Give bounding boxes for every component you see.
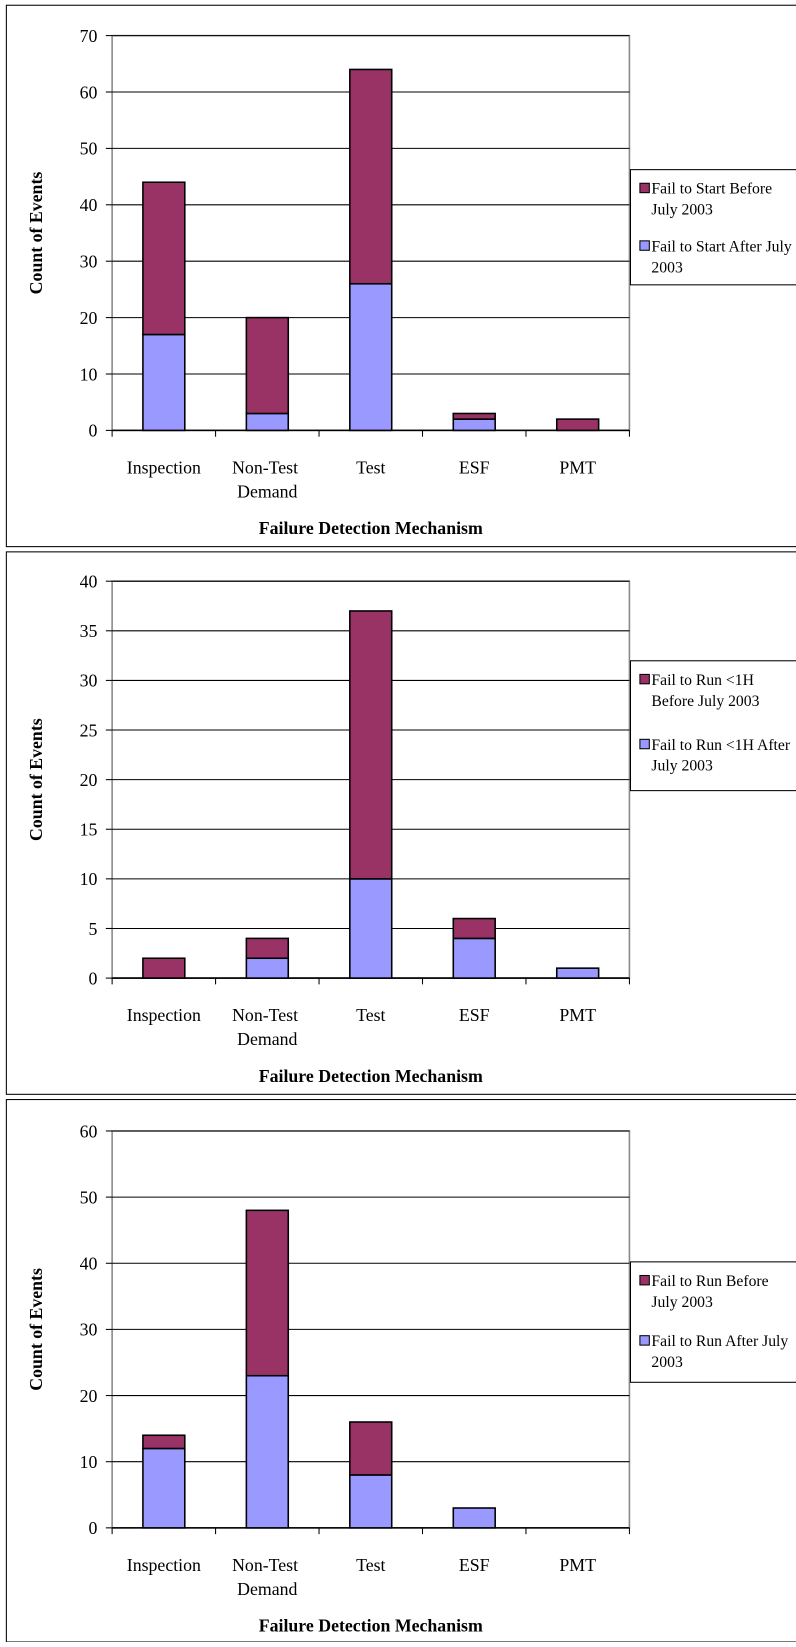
y-tick-label: 40 — [80, 195, 98, 215]
x-tick-label: Inspection — [127, 1005, 201, 1025]
bar-segment — [349, 1421, 393, 1476]
bar-segment — [349, 282, 393, 432]
y-tick-label: 30 — [80, 251, 98, 271]
x-tick-label: Non-Test Demand — [232, 457, 302, 501]
legend-label: Fail to Run <1H After July 2003 — [651, 737, 794, 775]
bar-segment — [142, 957, 186, 979]
x-tick-label: Inspection — [127, 1555, 201, 1575]
bar-segment — [452, 418, 496, 432]
x-tick-label: ESF — [459, 457, 490, 477]
x-axis-label: Failure Detection Mechanism — [259, 1066, 483, 1086]
legend-swatch — [639, 182, 650, 194]
y-tick-label: 60 — [80, 82, 98, 102]
y-tick-label: 20 — [80, 1386, 98, 1406]
x-tick-label: Test — [356, 1005, 385, 1025]
x-tick-label: PMT — [559, 1555, 596, 1575]
x-tick-label: Inspection — [127, 457, 201, 477]
y-tick-label: 30 — [80, 671, 98, 691]
y-tick-label: 25 — [80, 720, 98, 740]
y-tick-label: 0 — [89, 421, 98, 441]
y-tick-label: 40 — [80, 1254, 98, 1274]
bar-segment — [555, 418, 600, 432]
legend-box — [629, 169, 796, 286]
bar-segment — [245, 1374, 290, 1529]
y-tick-label: 0 — [89, 1518, 98, 1538]
bar-segment — [142, 333, 186, 432]
bar-segment — [245, 316, 290, 415]
legend-swatch — [639, 1335, 650, 1346]
x-tick-label: ESF — [459, 1005, 490, 1025]
x-tick-label: ESF — [459, 1555, 490, 1575]
y-tick-label: 20 — [80, 308, 98, 328]
y-tick-label: 60 — [80, 1121, 98, 1141]
x-tick-label: Non-Test Demand — [232, 1005, 302, 1049]
bar-segment — [142, 1447, 186, 1529]
bar-segment — [142, 181, 186, 336]
bar-segment — [245, 957, 290, 979]
legend-label: Fail to Run After July 2003 — [651, 1333, 792, 1371]
y-tick-label: 10 — [80, 869, 98, 889]
bar-segment — [452, 1507, 496, 1529]
y-axis-label: Count of Events — [26, 1268, 46, 1391]
x-tick-label: Test — [356, 457, 385, 477]
legend-swatch — [639, 673, 650, 685]
bar-segment — [245, 937, 290, 960]
y-tick-label: 35 — [80, 621, 98, 641]
legend-box — [629, 660, 796, 792]
bar-segment — [142, 1434, 186, 1450]
x-tick-label: PMT — [559, 1005, 596, 1025]
legend-label: Fail to Run <1H Before July 2003 — [651, 672, 759, 710]
bar-segment — [349, 878, 393, 979]
legend-swatch — [639, 240, 650, 251]
y-tick-label: 40 — [80, 571, 98, 591]
y-tick-label: 10 — [80, 364, 98, 384]
legend-swatch — [639, 738, 650, 750]
y-tick-label: 15 — [80, 820, 98, 840]
legend-box — [629, 1261, 796, 1383]
bar-segment — [349, 610, 393, 880]
y-tick-label: 20 — [80, 770, 98, 790]
y-tick-label: 50 — [80, 139, 98, 159]
bar-segment — [349, 68, 393, 285]
y-tick-label: 70 — [80, 26, 98, 46]
bar-segment — [245, 412, 290, 432]
x-tick-label: Non-Test Demand — [232, 1555, 302, 1599]
y-tick-label: 10 — [80, 1452, 98, 1472]
y-tick-label: 30 — [80, 1320, 98, 1340]
x-tick-label: PMT — [559, 457, 596, 477]
bar-segment — [245, 1209, 290, 1377]
legend-swatch — [639, 1274, 650, 1286]
bar-segment — [452, 937, 496, 979]
y-tick-label: 0 — [89, 968, 98, 988]
y-tick-label: 5 — [89, 919, 98, 939]
bar-segment — [452, 412, 496, 420]
y-tick-label: 50 — [80, 1187, 98, 1207]
x-axis-label: Failure Detection Mechanism — [259, 518, 483, 538]
bar-segment — [555, 967, 600, 979]
bar-segment — [452, 917, 496, 940]
legend-label: Fail to Start Before July 2003 — [651, 181, 776, 219]
y-axis-label: Count of Events — [26, 718, 46, 841]
panel-border — [5, 551, 796, 1095]
x-axis-label: Failure Detection Mechanism — [259, 1616, 483, 1636]
legend-label: Fail to Run Before July 2003 — [651, 1273, 772, 1311]
legend-label: Fail to Start After July 2003 — [651, 238, 795, 276]
x-tick-label: Test — [356, 1555, 385, 1575]
bar-segment — [349, 1474, 393, 1529]
y-axis-label: Count of Events — [26, 172, 46, 295]
